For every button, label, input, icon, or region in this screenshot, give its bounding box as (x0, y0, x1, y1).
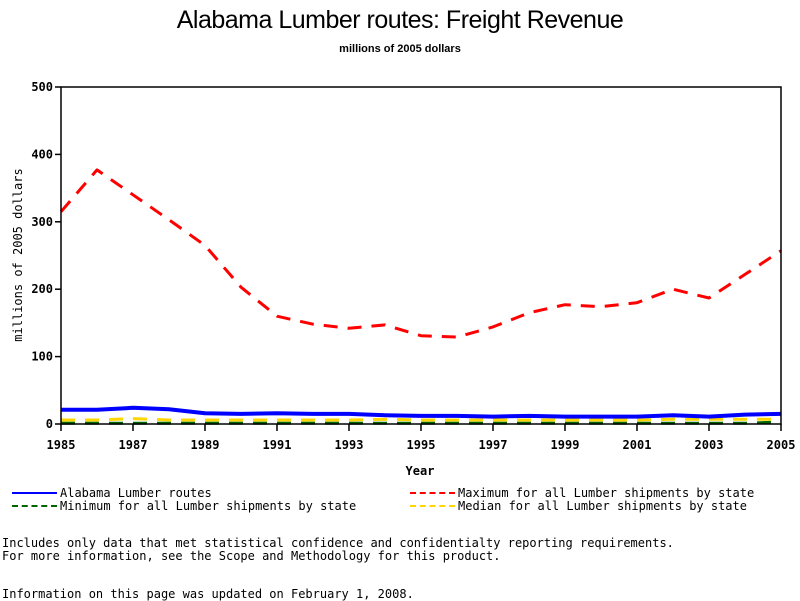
y-tick-label: 100 (31, 350, 53, 364)
legend-swatch-median (410, 505, 455, 507)
x-tick-label: 2001 (623, 438, 652, 452)
y-axis-label: millions of 2005 dollars (11, 168, 25, 341)
x-tick-label: 1987 (119, 438, 148, 452)
note-updated: Information on this page was updated on … (2, 587, 414, 601)
y-tick-label: 200 (31, 282, 53, 296)
x-tick-label: 1993 (335, 438, 364, 452)
note-confidence: Includes only data that met statistical … (2, 536, 674, 550)
legend-label: Median for all Lumber shipments by state (458, 499, 747, 513)
legend-label: Alabama Lumber routes (60, 486, 212, 500)
x-tick-label: 1991 (263, 438, 292, 452)
legend-swatch-minimum (12, 505, 57, 507)
x-tick-label: 2005 (767, 438, 796, 452)
x-tick-label: 1999 (551, 438, 580, 452)
plot-lines (61, 170, 781, 424)
y-tick-label: 400 (31, 147, 53, 161)
line-chart: 0 100 200 300 400 500 1985 1987 1989 1991 1993 199… (0, 0, 800, 480)
x-axis-ticks: 1985 1987 1989 1991 1993 1995 1997 1999 2001 2003… (47, 424, 796, 452)
legend-item-minimum: Minimum for all Lumber shipments by stat… (12, 500, 356, 513)
legend-item-median: Median for all Lumber shipments by state (410, 500, 747, 513)
plot-frame (61, 87, 781, 424)
x-tick-label: 2003 (695, 438, 724, 452)
note-methodology: For more information, see the Scope and … (2, 549, 501, 563)
series-line-maximum-for-all-lumber-shipments-by-state (61, 170, 781, 337)
series-line-minimum-for-all-lumber-shipments-by-state (61, 422, 781, 423)
legend-label: Minimum for all Lumber shipments by stat… (60, 499, 356, 513)
legend-swatch-maximum (410, 492, 455, 494)
y-axis-ticks: 0 100 200 300 400 500 (31, 80, 61, 431)
x-tick-label: 1985 (47, 438, 76, 452)
x-tick-label: 1995 (407, 438, 436, 452)
y-tick-label: 300 (31, 215, 53, 229)
legend-label: Maximum for all Lumber shipments by stat… (458, 486, 754, 500)
x-tick-label: 1989 (191, 438, 220, 452)
chart-legend: Alabama Lumber routes Maximum for all Lu… (0, 487, 800, 517)
y-tick-label: 0 (46, 417, 53, 431)
y-tick-label: 500 (31, 80, 53, 94)
x-tick-label: 1997 (479, 438, 508, 452)
legend-swatch-alabama (12, 492, 57, 494)
x-axis-label: Year (406, 464, 435, 478)
